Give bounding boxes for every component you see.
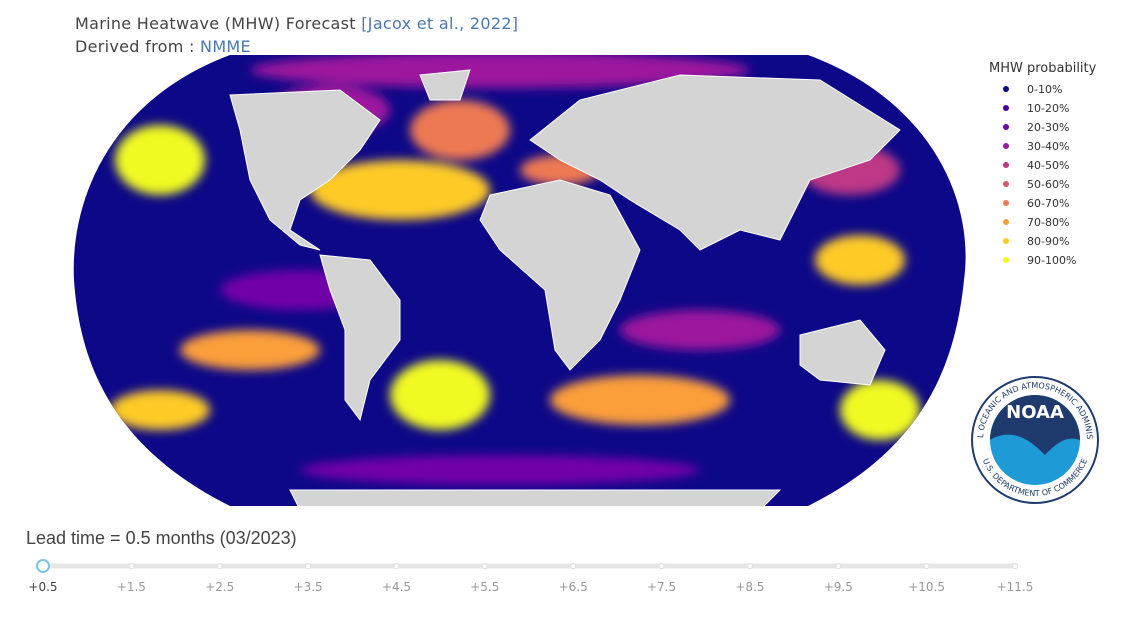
reference-link[interactable]: [Jacox et al., 2022] (361, 14, 519, 33)
slider-step-label[interactable]: +1.5 (117, 580, 146, 594)
slider-step[interactable] (216, 563, 223, 569)
legend-label[interactable]: 70-80% (1027, 216, 1069, 229)
noaa-logo: NOAA NATIONAL OCEANIC AND ATMOSPHERIC AD… (971, 376, 1099, 504)
slider-step-label[interactable]: +2.5 (205, 580, 234, 594)
logo-name: NOAA (1006, 402, 1064, 423)
slider-step[interactable] (746, 563, 753, 569)
slider-step[interactable] (128, 563, 135, 569)
legend-swatch[interactable] (1003, 105, 1009, 111)
legend-swatch[interactable] (1003, 162, 1009, 168)
legend-title: MHW probability (989, 61, 1097, 76)
slider-step[interactable] (481, 563, 488, 569)
legend-label[interactable]: 60-70% (1027, 197, 1069, 210)
source-line: Derived from : NMME (75, 37, 251, 56)
slider-step[interactable] (923, 563, 930, 569)
slider-step-label[interactable]: +10.5 (908, 580, 945, 594)
slider-label: Lead time = 0.5 months (03/2023) (26, 528, 297, 548)
logo-bird (990, 395, 1080, 455)
slider-step-label[interactable]: +9.5 (824, 580, 853, 594)
slider-step-label[interactable]: +11.5 (997, 580, 1034, 594)
title-line: Marine Heatwave (MHW) Forecast [Jacox et… (75, 14, 518, 33)
source-prefix: Derived from : (75, 37, 195, 56)
slider-step-label[interactable]: +8.5 (735, 580, 764, 594)
legend-swatch[interactable] (1003, 143, 1009, 149)
slider-step[interactable] (393, 563, 400, 569)
slider-step[interactable] (835, 563, 842, 569)
legend-swatch[interactable] (1003, 257, 1009, 263)
slider: +0.5 +1.5 +2.5 +3.5 +4.5 +5.5 +6.5 +7.5 +8.5 +9.5… (28, 559, 1034, 594)
title: Marine Heatwave (MHW) Forecast (75, 14, 356, 33)
slider-step[interactable] (570, 563, 577, 569)
land (229, 69, 901, 506)
legend-label[interactable]: 30-40% (1027, 140, 1069, 153)
legend-label[interactable]: 50-60% (1027, 178, 1069, 191)
slider-step[interactable] (658, 563, 665, 569)
slider-step[interactable] (305, 563, 312, 569)
probability-field (110, 55, 920, 485)
legend: 0-10% 10-20% 20-30% 30-40% 40-50% 50-60% 60-70… (1003, 83, 1076, 267)
map (73, 55, 966, 506)
legend-swatch[interactable] (1003, 219, 1009, 225)
slider-step-label[interactable]: +7.5 (647, 580, 676, 594)
legend-label[interactable]: 10-20% (1027, 102, 1069, 115)
legend-label[interactable]: 90-100% (1027, 254, 1076, 267)
slider-step-label[interactable]: +4.5 (382, 580, 411, 594)
slider-step[interactable] (1012, 563, 1018, 569)
slider-step-label[interactable]: +0.5 (28, 580, 57, 594)
legend-swatch[interactable] (1003, 181, 1009, 187)
legend-swatch[interactable] (1003, 124, 1009, 130)
slider-handle[interactable] (36, 559, 50, 573)
slider-step-label[interactable]: +5.5 (470, 580, 499, 594)
legend-label[interactable]: 20-30% (1027, 121, 1069, 134)
legend-swatch[interactable] (1003, 86, 1009, 92)
legend-label[interactable]: 40-50% (1027, 159, 1069, 172)
legend-label[interactable]: 0-10% (1027, 83, 1062, 96)
source-link[interactable]: NMME (200, 37, 251, 56)
legend-swatch[interactable] (1003, 200, 1009, 206)
slider-step-label[interactable]: +3.5 (294, 580, 323, 594)
legend-label[interactable]: 80-90% (1027, 235, 1069, 248)
slider-step-label[interactable]: +6.5 (559, 580, 588, 594)
legend-swatch[interactable] (1003, 238, 1009, 244)
